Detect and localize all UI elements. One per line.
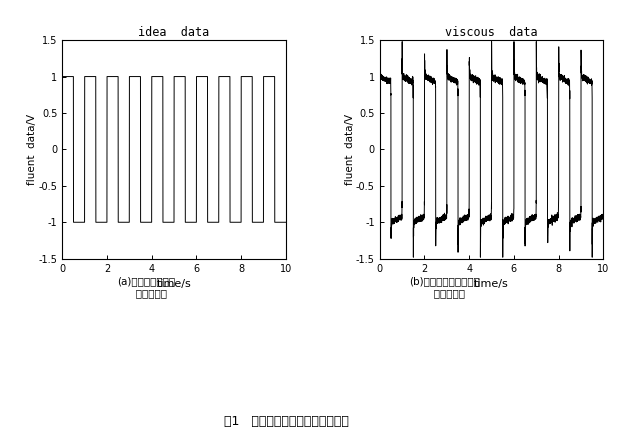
Text: (a)无粘滙特性气动
   调节阀数据: (a)无粘滙特性气动 调节阀数据	[117, 277, 175, 298]
Title: viscous  data: viscous data	[445, 26, 538, 39]
X-axis label: time/s: time/s	[157, 279, 192, 289]
Y-axis label: fluent  data/V: fluent data/V	[27, 114, 37, 185]
Text: 图1   有无粘滙特性气动调节阀数据: 图1 有无粘滙特性气动调节阀数据	[224, 415, 348, 428]
Text: (b)带有粘滙特性的气动
   调节阀数据: (b)带有粘滙特性的气动 调节阀数据	[409, 277, 480, 298]
Y-axis label: fluent  data/V: fluent data/V	[345, 114, 355, 185]
X-axis label: time/s: time/s	[474, 279, 509, 289]
Title: idea  data: idea data	[138, 26, 210, 39]
